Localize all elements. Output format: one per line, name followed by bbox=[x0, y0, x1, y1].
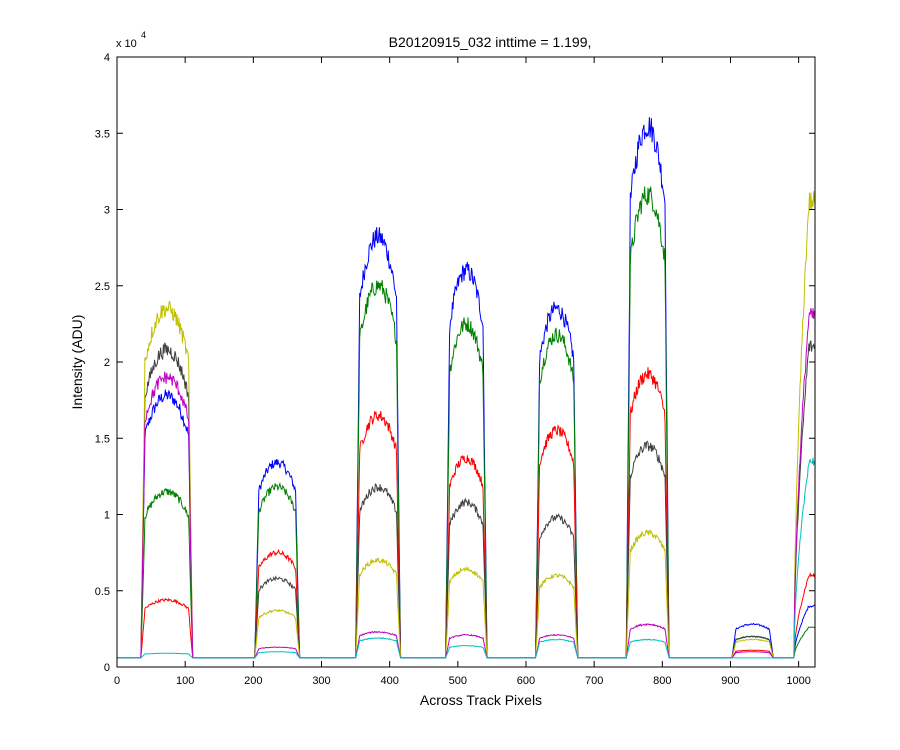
x-tick-label: 600 bbox=[517, 675, 535, 687]
y-tick-label: 1.5 bbox=[95, 433, 110, 445]
x-tick-label: 400 bbox=[380, 675, 398, 687]
y-tick-label: 4 bbox=[104, 52, 110, 64]
x-tick-label: 1000 bbox=[786, 675, 810, 687]
x-axis-ticks: 0 100 200 300 400 500 600 700 800 900 1000 bbox=[114, 57, 811, 687]
x-tick-label: 100 bbox=[176, 675, 194, 687]
y-tick-label: 3 bbox=[104, 205, 110, 217]
series-line-7 bbox=[117, 457, 816, 659]
y-exponent-base: x 10 bbox=[116, 38, 137, 50]
y-tick-label: 2 bbox=[104, 357, 110, 369]
x-tick-label: 300 bbox=[312, 675, 330, 687]
x-axis-label: Across Track Pixels bbox=[420, 692, 542, 708]
y-tick-label: 0 bbox=[104, 662, 110, 674]
y-axis-ticks: 0 0.5 1 1.5 2 2.5 3 3.5 4 bbox=[95, 52, 815, 674]
x-tick-label: 0 bbox=[114, 675, 120, 687]
x-tick-label: 700 bbox=[585, 675, 603, 687]
x-tick-label: 500 bbox=[449, 675, 467, 687]
plot-area bbox=[117, 57, 815, 667]
y-tick-label: 1 bbox=[104, 510, 110, 522]
y-axis-label: Intensity (ADU) bbox=[69, 315, 85, 410]
series-layer bbox=[117, 117, 816, 659]
chart-title: B20120915_032 inttime = 1.199, bbox=[389, 34, 592, 50]
y-tick-label: 3.5 bbox=[95, 128, 110, 140]
x-tick-label: 900 bbox=[721, 675, 739, 687]
x-tick-label: 800 bbox=[653, 675, 671, 687]
y-tick-label: 2.5 bbox=[95, 281, 110, 293]
y-tick-label: 0.5 bbox=[95, 586, 110, 598]
y-exponent-power: 4 bbox=[141, 30, 146, 40]
x-tick-label: 200 bbox=[244, 675, 262, 687]
